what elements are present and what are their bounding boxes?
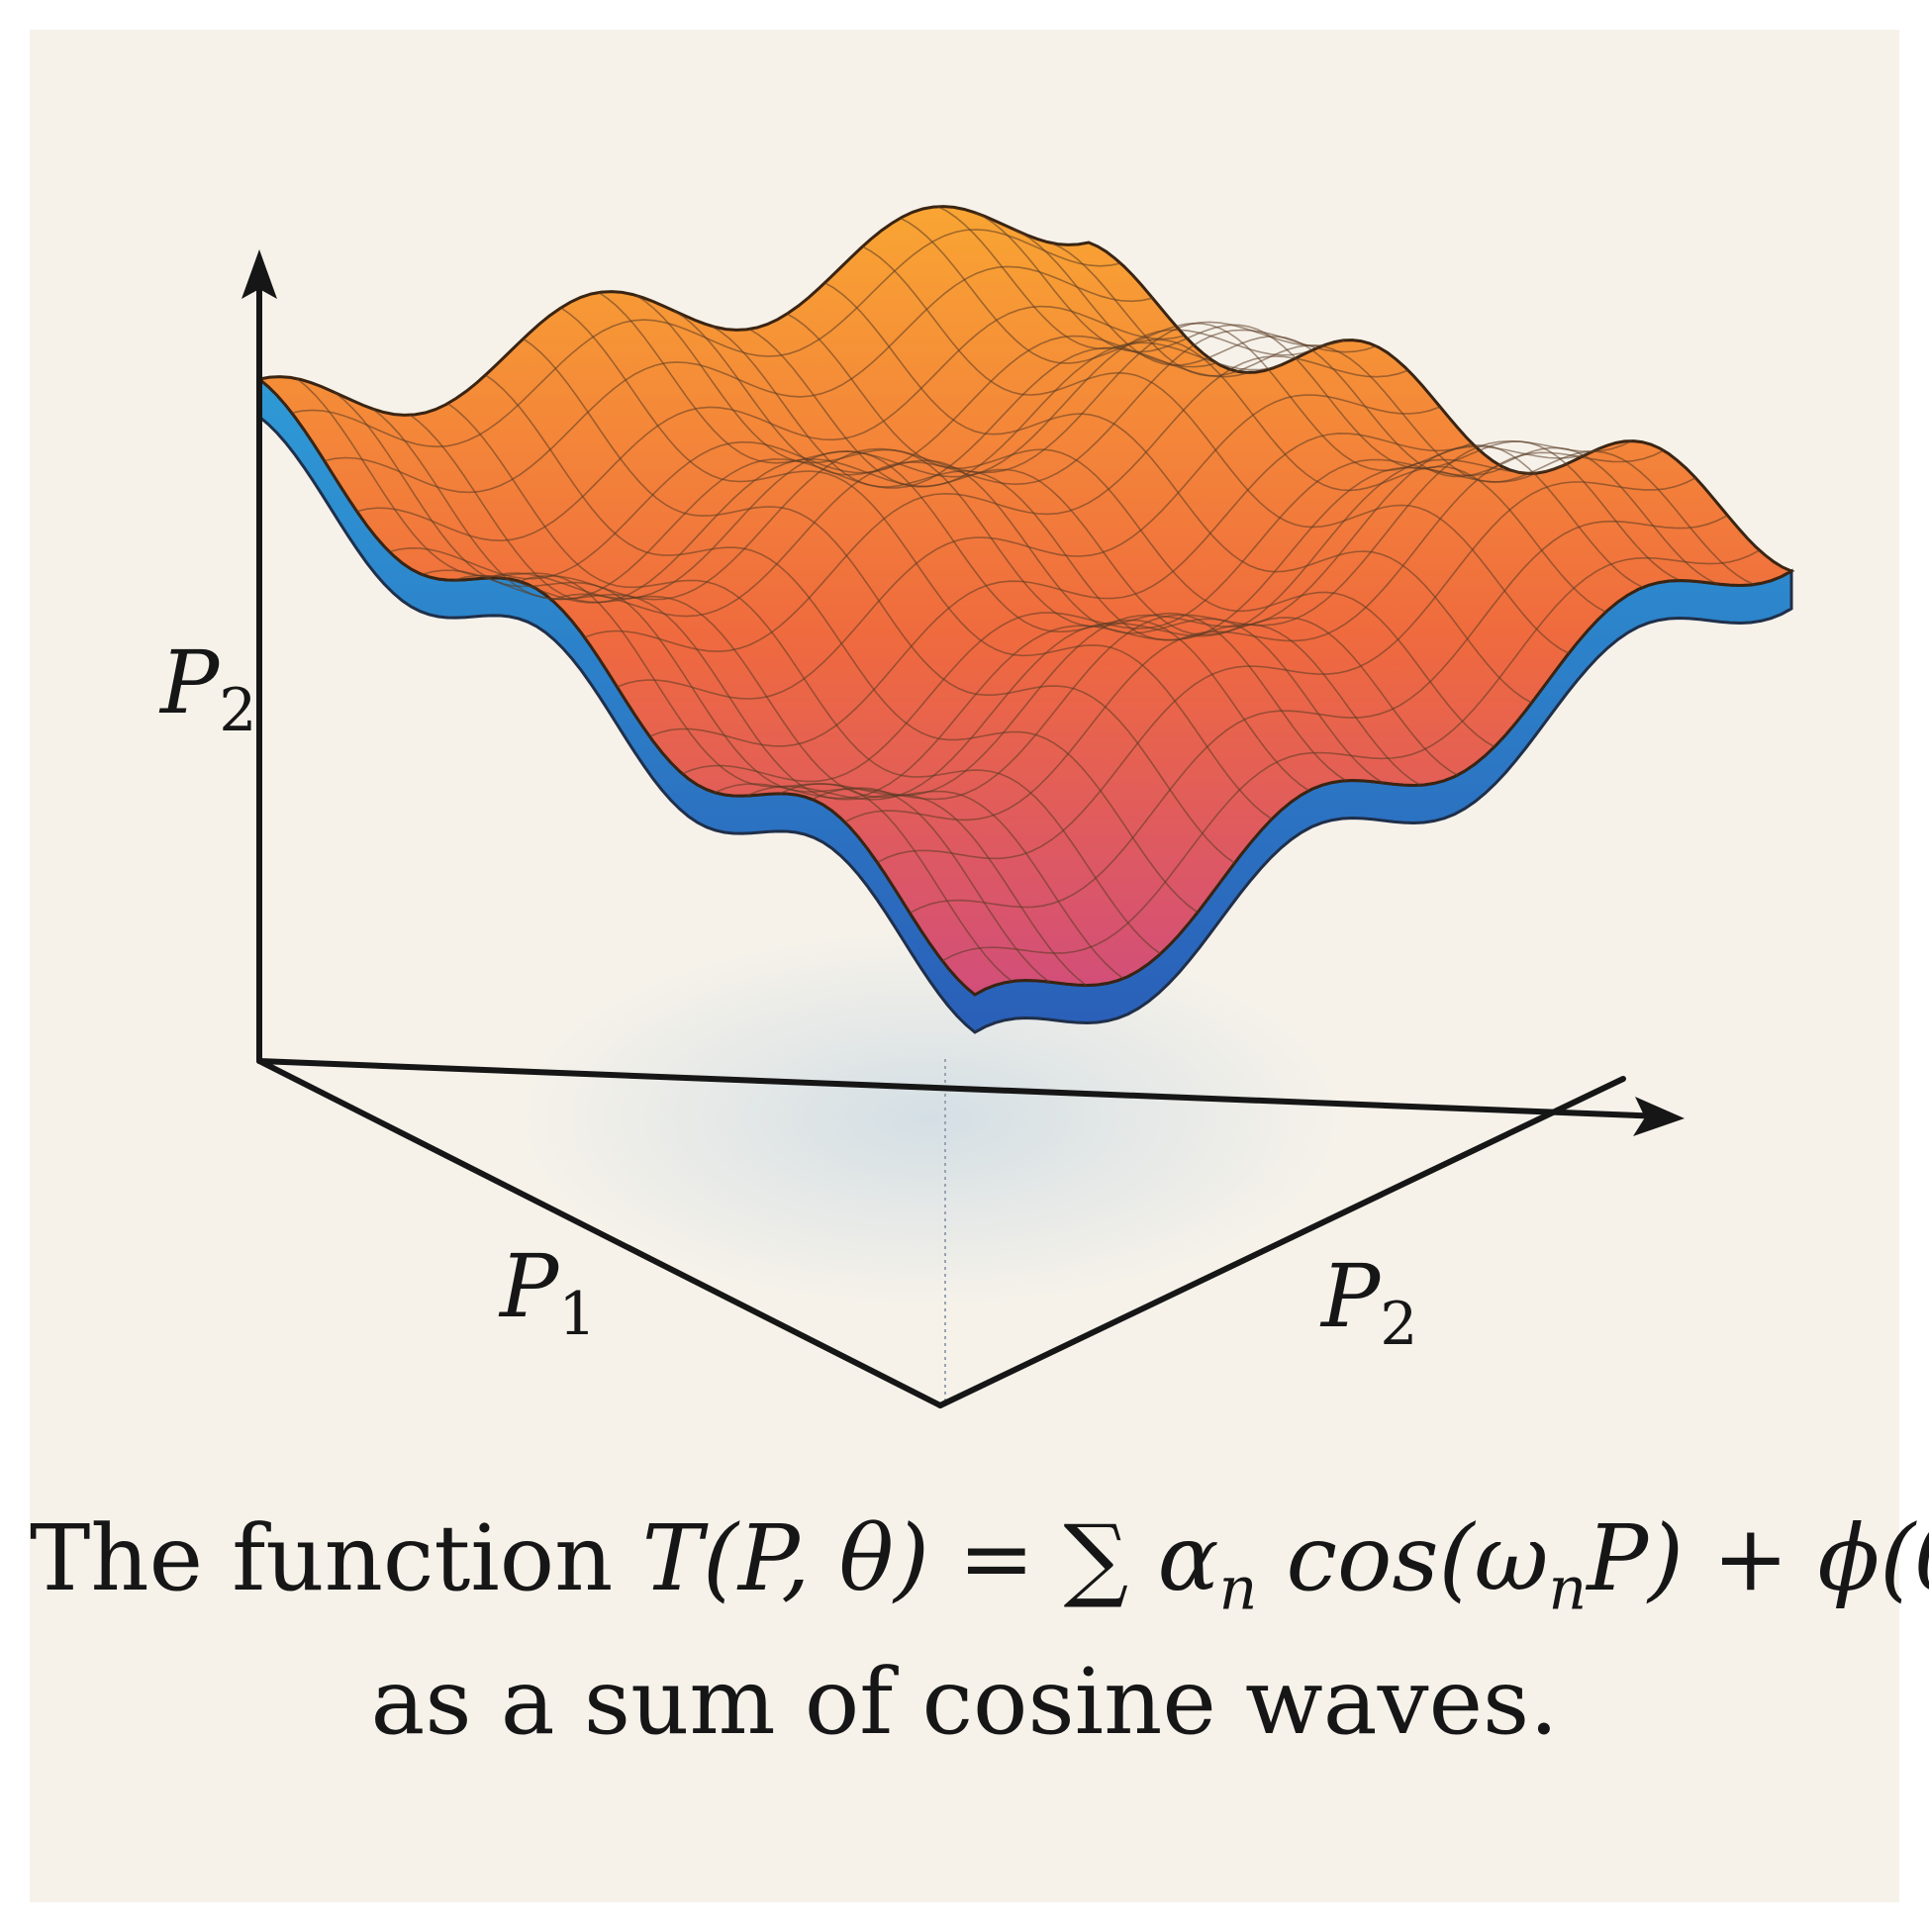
mesh-line-v <box>748 328 1458 776</box>
floor-shadow <box>515 930 1346 1306</box>
mesh-line-v <box>1013 228 1718 585</box>
mesh-line-v <box>937 205 1644 589</box>
back-floor-axis <box>256 1058 1666 1119</box>
mesh-line-v <box>862 245 1570 654</box>
mesh-line-v <box>824 282 1532 704</box>
mesh-line-u <box>681 458 1504 783</box>
cosine-surface <box>255 205 1795 1034</box>
mesh-line-u <box>941 549 1761 962</box>
mesh-line-u <box>649 433 1473 747</box>
mesh-line-u <box>746 458 1569 801</box>
right-axis-label: P2 <box>1319 1245 1417 1359</box>
mesh-line-v <box>1050 242 1755 586</box>
left-floor-axis <box>256 1058 943 1408</box>
mesh-line-v <box>786 313 1495 748</box>
axes <box>256 269 1666 1408</box>
right-floor-axis <box>937 1076 1626 1408</box>
mesh-line-u <box>812 439 1632 801</box>
mesh-line-v <box>975 212 1681 582</box>
caption-description-line: as a sum of cosine waves. <box>370 1649 1559 1755</box>
vertical-axis-arrowhead <box>241 249 277 299</box>
vertical-axis-label: P2 <box>158 631 256 745</box>
caption-formula-line: The function T(P, θ) = ∑ αn cos(ωnP) + ϕ… <box>30 1499 1929 1648</box>
caption-text: The function <box>30 1505 642 1611</box>
mesh-line-u <box>877 477 1696 864</box>
mesh-line-v <box>673 310 1384 784</box>
right-axis-arrowhead <box>1633 1097 1685 1136</box>
left-axis-label: P1 <box>498 1235 596 1349</box>
mesh-line-v <box>900 217 1606 614</box>
mesh-line-u <box>909 515 1728 915</box>
caption-formula: T(P, θ) = ∑ αn cos(ωnP) + ϕ(θ) <box>641 1505 1929 1624</box>
mesh-line-v <box>711 325 1421 786</box>
mesh-line-u <box>844 449 1665 823</box>
